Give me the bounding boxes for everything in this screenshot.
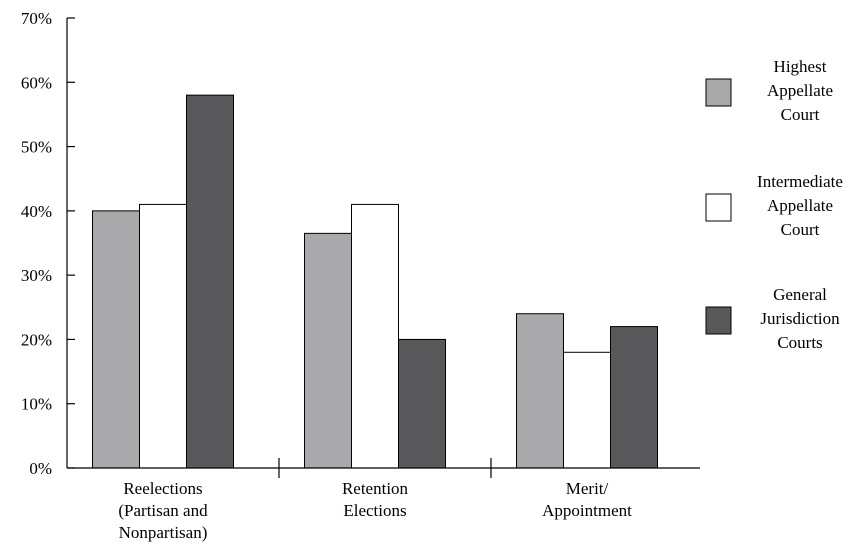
category-label-line: Nonpartisan)	[119, 523, 208, 542]
bar-0-0	[92, 210, 140, 469]
legend-swatch	[705, 78, 732, 107]
category-label-line: Elections	[343, 501, 406, 520]
y-tick-label: 10%	[21, 395, 52, 414]
legend-swatch	[705, 193, 732, 222]
y-tick-label: 20%	[21, 330, 52, 349]
category-label: Reelections (Partisan and Nonpartisan)	[118, 479, 208, 542]
category-label-line: Retention	[342, 479, 409, 498]
legend-label-line: Court	[781, 105, 820, 124]
legend-swatch	[705, 306, 732, 335]
category-label: Merit/Appointment	[542, 479, 632, 520]
bars	[92, 94, 658, 469]
bar-1-1	[351, 203, 399, 469]
legend-label: Intermediate Appellate Court	[757, 172, 843, 239]
legend-label-line: Highest	[774, 57, 827, 76]
category-label-line: (Partisan and	[118, 501, 208, 520]
y-tick-label: 60%	[21, 73, 52, 92]
y-tick-label: 70%	[21, 9, 52, 28]
x-axis-separators	[278, 458, 492, 478]
bar-1-2	[398, 338, 446, 469]
bar-0-2	[186, 94, 234, 469]
bar-2-2	[610, 326, 658, 469]
category-labels: Reelections (Partisan and Nonpartisan) Rete…	[118, 479, 632, 542]
category-label-line: Appointment	[542, 501, 632, 520]
category-label-line: Reelections	[123, 479, 202, 498]
legend-label: General Jurisdiction Courts	[760, 285, 840, 352]
legend-label-line: Appellate	[767, 81, 833, 100]
legend-label-line: Jurisdiction	[760, 309, 840, 328]
legend-label: Highest Appellate Court	[767, 57, 833, 124]
y-tick-label: 50%	[21, 138, 52, 157]
y-axis-ticks: 0% 10% 20% 30% 40% 50% 60% 70%	[21, 9, 75, 478]
legend-label-line: Court	[781, 220, 820, 239]
legend-label-line: General	[773, 285, 827, 304]
legend-label-line: Intermediate	[757, 172, 843, 191]
legend: Highest Appellate Court Intermediate Appella…	[705, 57, 843, 352]
legend-label-line: Courts	[777, 333, 822, 352]
legend-label-line: Appellate	[767, 196, 833, 215]
y-tick-label: 30%	[21, 266, 52, 285]
bar-2-0	[516, 313, 564, 469]
category-label: Retention Elections	[342, 479, 409, 520]
bar-0-1	[139, 203, 187, 469]
category-label-line: Merit/	[566, 479, 609, 498]
bar-1-0	[304, 232, 352, 469]
bar-2-1	[563, 351, 611, 469]
y-tick-label: 40%	[21, 202, 52, 221]
y-tick-label: 0%	[29, 459, 52, 478]
